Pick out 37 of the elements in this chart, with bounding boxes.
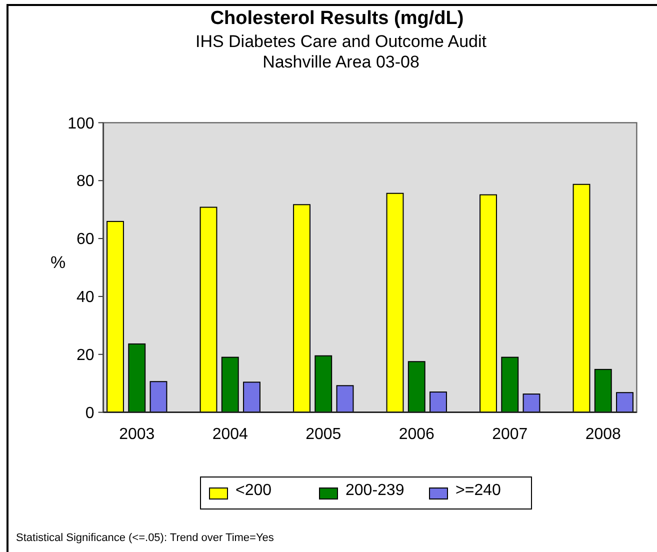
bar — [501, 356, 519, 413]
bar — [480, 194, 497, 413]
bar — [243, 382, 260, 413]
bar — [430, 392, 447, 413]
bar — [200, 206, 218, 413]
legend-label: <200 — [236, 482, 272, 499]
bar — [594, 368, 612, 413]
y-tick-label: 20 — [76, 346, 94, 364]
bar — [106, 220, 124, 413]
bar — [314, 355, 332, 413]
bar — [128, 343, 146, 413]
y-tick-label: 80 — [76, 173, 94, 190]
x-tick-label: 2006 — [398, 426, 435, 443]
bar — [336, 385, 354, 413]
x-tick-label: 2004 — [212, 426, 248, 443]
y-tick-label: 0 — [85, 404, 94, 422]
chart-subtitle: IHS Diabetes Care and Outcome Audit Nashville Area 03-08 — [195, 32, 487, 72]
bar — [616, 392, 634, 413]
text: Statistical Significance (<=.05): Trend over Time=Yes — [16, 532, 274, 544]
legend-label: 200-239 — [346, 482, 404, 499]
bar — [150, 381, 168, 413]
bar — [221, 356, 239, 413]
legend-label: >=240 — [456, 482, 501, 499]
y-axis-title: % — [50, 253, 66, 272]
x-tick-label: 2003 — [119, 426, 155, 443]
x-tick-label: 2007 — [492, 426, 528, 443]
bar — [293, 204, 310, 413]
x-tick-label: 2008 — [585, 426, 622, 443]
bar — [386, 192, 404, 413]
x-tick-label: 2005 — [306, 426, 342, 443]
bar — [522, 394, 540, 413]
chart-title: Cholesterol Results (mg/dL) — [210, 8, 464, 29]
y-tick-label: 100 — [68, 115, 94, 132]
bar — [408, 361, 426, 413]
y-tick-label: 60 — [76, 231, 94, 248]
bar — [572, 184, 590, 413]
y-tick-label: 40 — [76, 289, 94, 306]
